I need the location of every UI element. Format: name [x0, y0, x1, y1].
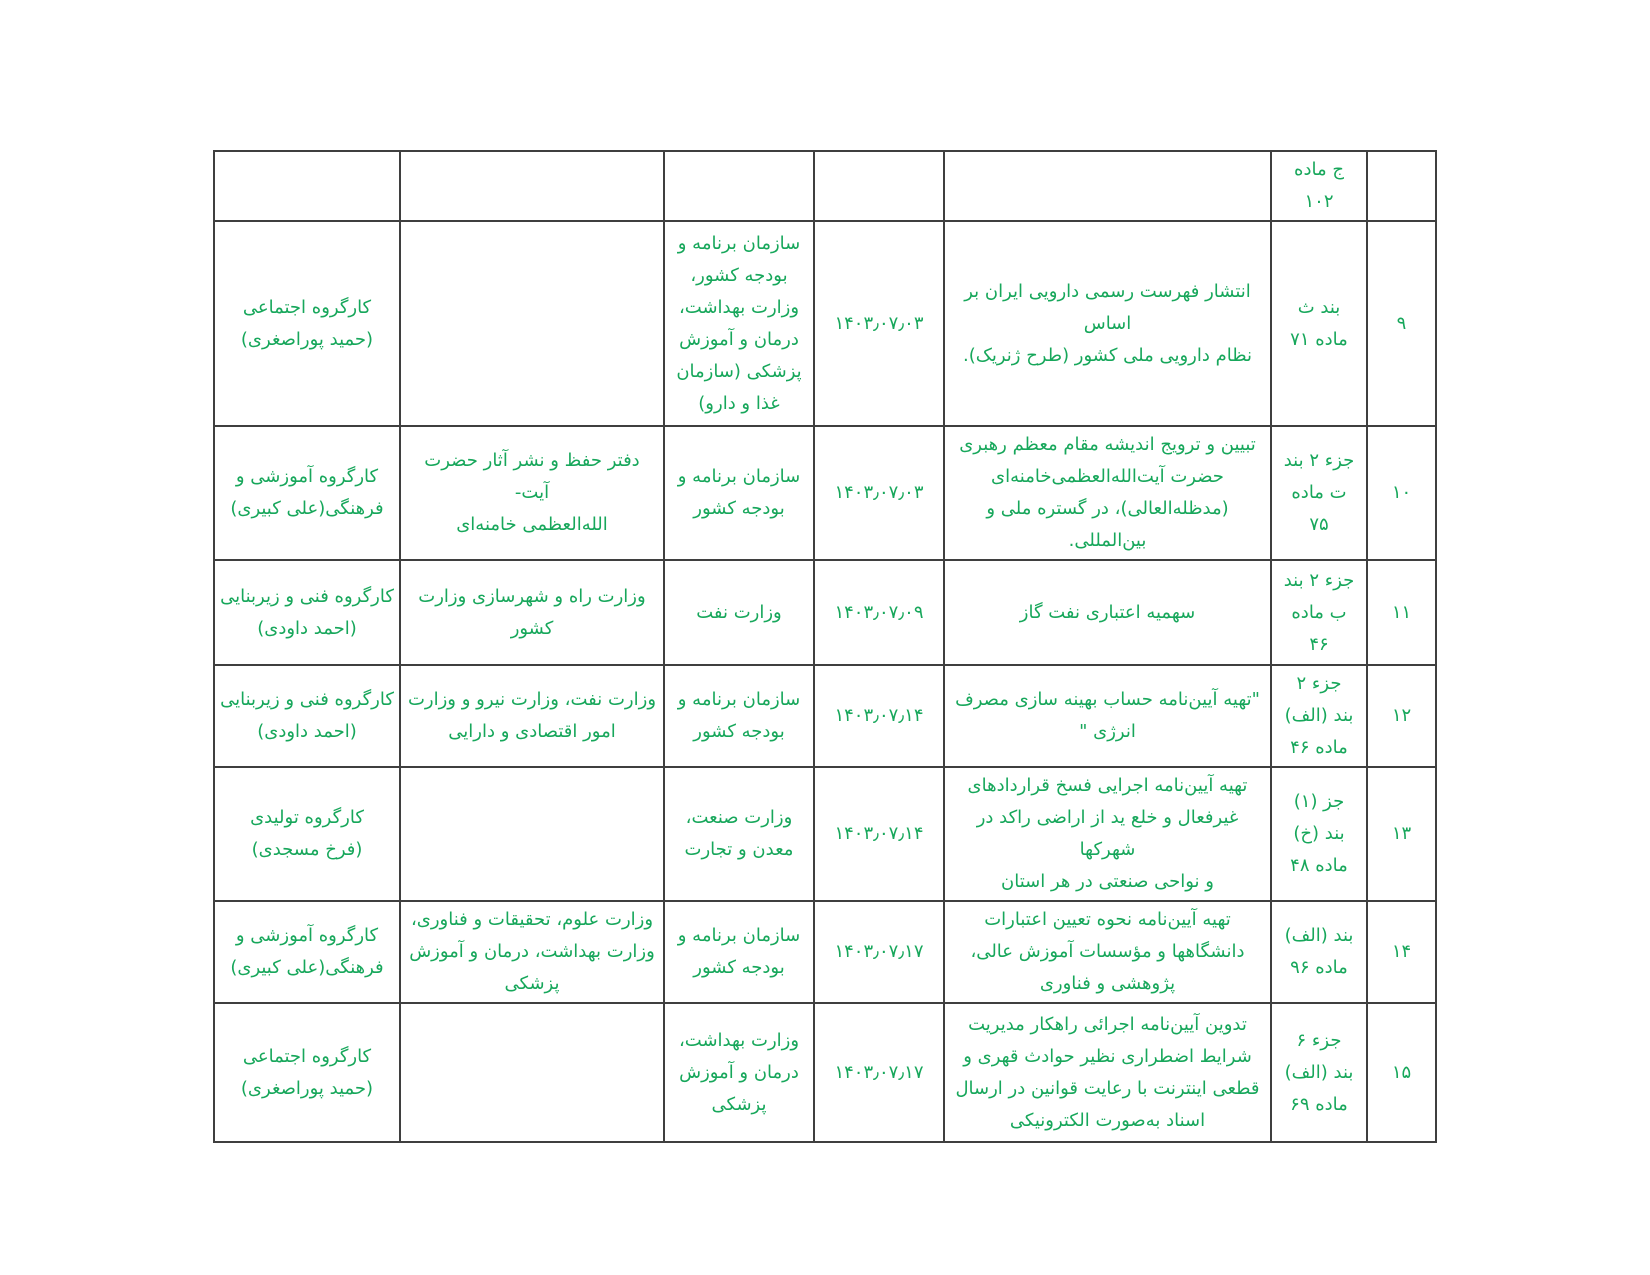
- cell-task-description: [943, 150, 1272, 222]
- cell-clause-ref: جزء ۶ بند (الف) ماده ۶۹: [1270, 1002, 1368, 1143]
- cell-date: [813, 150, 945, 222]
- cell-workgroup: کارگروه آموزشی و فرهنگی(علی کبیری): [213, 425, 401, 561]
- cell-row-number: ۱۱: [1366, 559, 1437, 666]
- cell-responsible-org: وزارت نفت: [663, 559, 815, 666]
- cell-workgroup: کارگروه اجتماعی (حمید پوراصغری): [213, 1002, 401, 1143]
- cell-clause-ref: جزء ۲ بند ب ماده ۴۶: [1270, 559, 1368, 666]
- cell-task-description: تدوین آیین‌نامه اجرائی راهکار مدیریت شرا…: [943, 1002, 1272, 1143]
- cell-co-responsible-org: وزارت نفت، وزارت نیرو و وزارت امور اقتصا…: [399, 664, 665, 768]
- cell-date: ۱۴۰۳٫۰۷٫۰۳: [813, 425, 945, 561]
- cell-task-description: تهیه آیین‌نامه اجرایی فسخ قراردادهای غیر…: [943, 766, 1272, 902]
- cell-clause-ref: جزء ۲ بند (الف) ماده ۴۶: [1270, 664, 1368, 768]
- cell-workgroup: کارگروه آموزشی و فرهنگی(علی کبیری): [213, 900, 401, 1004]
- table-row-12: ۱۲ جزء ۲ بند (الف) ماده ۴۶ "تهیه آیین‌نا…: [213, 664, 1437, 768]
- cell-row-number: ۱۲: [1366, 664, 1437, 768]
- cell-clause-ref: جزء ۲ بند ت ماده ۷۵: [1270, 425, 1368, 561]
- cell-clause-ref: ج ماده ۱۰۲: [1270, 150, 1368, 222]
- cell-date: ۱۴۰۳٫۰۷٫۱۷: [813, 1002, 945, 1143]
- cell-clause-ref: بند ث ماده ۷۱: [1270, 220, 1368, 427]
- cell-co-responsible-org: [399, 220, 665, 427]
- cell-workgroup: کارگروه فنی و زیربنایی (احمد داودی): [213, 559, 401, 666]
- cell-co-responsible-org: [399, 1002, 665, 1143]
- table-row-15: ۱۵ جزء ۶ بند (الف) ماده ۶۹ تدوین آیین‌نا…: [213, 1002, 1437, 1143]
- cell-co-responsible-org: وزارت علوم، تحقیقات و فناوری، وزارت بهدا…: [399, 900, 665, 1004]
- cell-row-number: ۱۰: [1366, 425, 1437, 561]
- cell-co-responsible-org: [399, 150, 665, 222]
- cell-date: ۱۴۰۳٫۰۷٫۰۹: [813, 559, 945, 666]
- cell-responsible-org: وزارت صنعت، معدن و تجارت: [663, 766, 815, 902]
- cell-task-description: سهمیه اعتباری نفت گاز: [943, 559, 1272, 666]
- cell-co-responsible-org: وزارت راه و شهرسازی وزارت کشور: [399, 559, 665, 666]
- cell-date: ۱۴۰۳٫۰۷٫۱۴: [813, 766, 945, 902]
- cell-workgroup: کارگروه فنی و زیربنایی (احمد داودی): [213, 664, 401, 768]
- table-row-header-carryover: ج ماده ۱۰۲: [213, 150, 1437, 222]
- table-row-14: ۱۴ بند (الف) ماده ۹۶ تهیه آیین‌نامه نحوه…: [213, 900, 1437, 1004]
- cell-responsible-org: [663, 150, 815, 222]
- cell-responsible-org: سازمان برنامه و بودجه کشور: [663, 900, 815, 1004]
- cell-co-responsible-org: دفتر حفظ و نشر آثار حضرت آیت- الله‌العظم…: [399, 425, 665, 561]
- cell-task-description: انتشار فهرست رسمی دارویی ایران بر اساس ن…: [943, 220, 1272, 427]
- cell-task-description: "تهیه آیین‌نامه حساب بهینه سازی مصرف انر…: [943, 664, 1272, 768]
- cell-date: ۱۴۰۳٫۰۷٫۱۷: [813, 900, 945, 1004]
- cell-row-number: ۱۵: [1366, 1002, 1437, 1143]
- cell-workgroup: کارگروه اجتماعی (حمید پوراصغری): [213, 220, 401, 427]
- cell-row-number: [1366, 150, 1437, 222]
- cell-responsible-org: سازمان برنامه و بودجه کشور: [663, 664, 815, 768]
- table-row-10: ۱۰ جزء ۲ بند ت ماده ۷۵ تبیین و ترویج اند…: [213, 425, 1437, 561]
- cell-responsible-org: وزارت بهداشت، درمان و آموزش پزشکی: [663, 1002, 815, 1143]
- cell-date: ۱۴۰۳٫۰۷٫۰۳: [813, 220, 945, 427]
- table-row-9: ۹ بند ث ماده ۷۱ انتشار فهرست رسمی دارویی…: [213, 220, 1437, 427]
- table-row-13: ۱۳ جز (۱) بند (خ) ماده ۴۸ تهیه آیین‌نامه…: [213, 766, 1437, 902]
- cell-workgroup: [213, 150, 401, 222]
- cell-row-number: ۱۳: [1366, 766, 1437, 902]
- cell-date: ۱۴۰۳٫۰۷٫۱۴: [813, 664, 945, 768]
- cell-row-number: ۱۴: [1366, 900, 1437, 1004]
- cell-workgroup: کارگروه تولیدی (فرخ مسجدی): [213, 766, 401, 902]
- cell-task-description: تهیه آیین‌نامه نحوه تعیین اعتبارات دانشگ…: [943, 900, 1272, 1004]
- cell-row-number: ۹: [1366, 220, 1437, 427]
- cell-co-responsible-org: [399, 766, 665, 902]
- table-row-11: ۱۱ جزء ۲ بند ب ماده ۴۶ سهمیه اعتباری نفت…: [213, 559, 1437, 666]
- cell-task-description: تبیین و ترویج اندیشه مقام معظم رهبری حضر…: [943, 425, 1272, 561]
- cell-responsible-org: سازمان برنامه و بودجه کشور، وزارت بهداشت…: [663, 220, 815, 427]
- cell-responsible-org: سازمان برنامه و بودجه کشور: [663, 425, 815, 561]
- cell-clause-ref: جز (۱) بند (خ) ماده ۴۸: [1270, 766, 1368, 902]
- cell-clause-ref: بند (الف) ماده ۹۶: [1270, 900, 1368, 1004]
- assignments-table: ج ماده ۱۰۲ ۹ بند ث ماده ۷۱ انتشار فهرست …: [213, 150, 1437, 1143]
